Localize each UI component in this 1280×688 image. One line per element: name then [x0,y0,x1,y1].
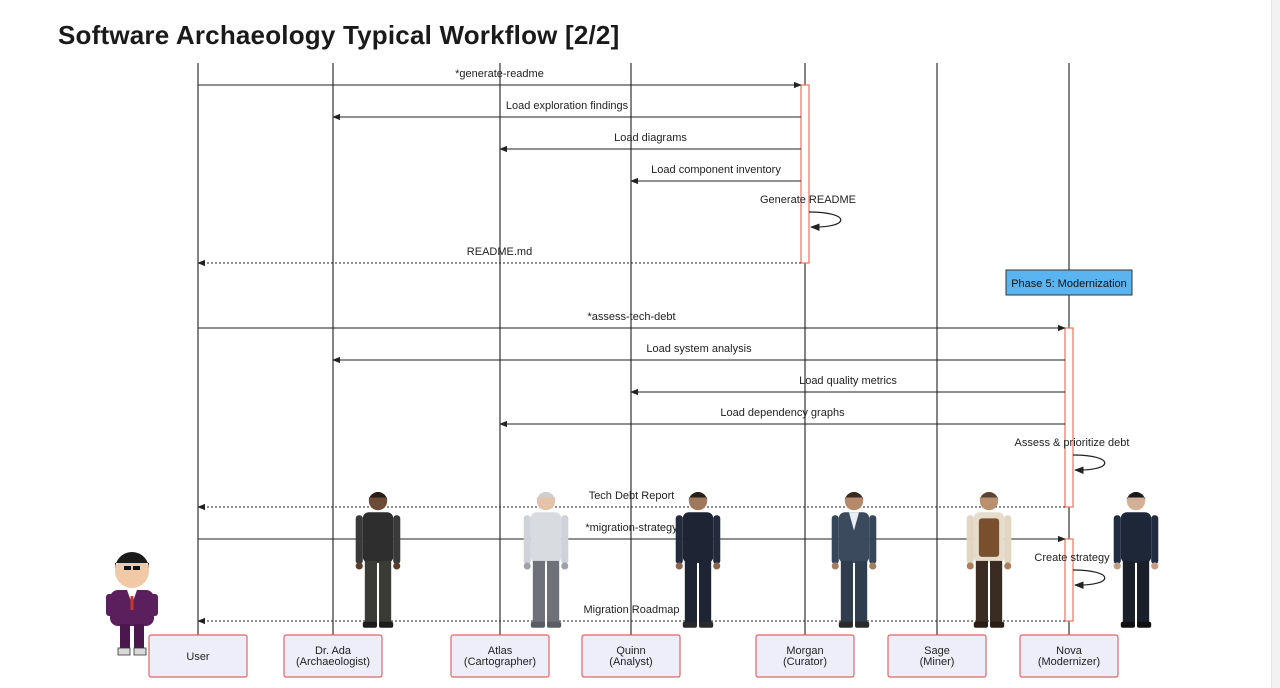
miner-figure [966,492,1012,628]
activation-bar-morgan [800,84,810,264]
message-5: Generate README [760,194,856,232]
message-label: *assess-tech-debt [587,311,675,323]
message-7: *assess-tech-debt [198,311,1066,332]
message-13: *migration-strategy [198,522,1066,543]
message-label: *generate-readme [455,68,544,80]
message-8: Load system analysis [332,343,1065,364]
participant-box [581,634,681,678]
message-label: Load component inventory [651,164,781,176]
participant-role: (Analyst) [609,656,652,668]
avatars [106,492,1159,656]
message-label: Migration Roadmap [584,604,680,616]
participant-box [283,634,383,678]
participant-morgan[interactable]: Morgan(Curator) [755,634,855,678]
self-call-arrow [1072,454,1106,475]
participant-name: Quinn [616,645,645,657]
message-2: Load exploration findings [332,100,801,121]
messages: *generate-readme Load exploration finding… [197,68,1130,625]
participant-name: Dr. Ada [315,645,352,657]
participant-box [1019,634,1119,678]
participant-box [148,634,248,678]
message-label: Load diagrams [614,132,687,144]
message-label: Load exploration findings [506,100,629,112]
participant-name: User [186,651,210,663]
participant-boxes: User Dr. Ada(Archaeologist) Atlas(Cartogra… [148,634,1119,678]
participant-name: Morgan [786,645,823,657]
presenter-figure [106,552,158,656]
participant-box [887,634,987,678]
message-label: Tech Debt Report [589,490,675,502]
participant-name: Nova [1056,645,1083,657]
participant-role: (Modernizer) [1038,656,1100,668]
participant-name: Atlas [488,645,513,657]
message-label: Create strategy [1034,552,1110,564]
participant-name: Sage [924,645,950,657]
message-label: Load system analysis [646,343,752,355]
participant-ada[interactable]: Dr. Ada(Archaeologist) [283,634,383,678]
curator-figure [831,492,877,628]
message-label: Assess & prioritize debt [1015,437,1130,449]
participant-role: (Curator) [783,656,827,668]
self-call-arrow [808,211,842,232]
message-label: Load dependency graphs [720,407,845,419]
phase-note: Phase 5: Modernization [1005,269,1133,296]
message-12: Tech Debt Report [197,490,1065,511]
message-1: *generate-readme [198,68,802,89]
page-title: Software Archaeology Typical Workflow [2… [58,20,620,50]
participant-nova[interactable]: Nova(Modernizer) [1019,634,1119,678]
participant-role: (Archaeologist) [296,656,370,668]
participant-role: (Miner) [920,656,955,668]
phase-note-label: Phase 5: Modernization [1011,278,1127,290]
participant-atlas[interactable]: Atlas(Cartographer) [450,634,550,678]
activation-bars [800,84,1074,622]
phase-note-box [1005,269,1133,296]
message-14: Create strategy [1034,552,1110,590]
message-9: Load quality metrics [630,375,1065,396]
participant-sage[interactable]: Sage(Miner) [887,634,987,678]
message-label: Generate README [760,194,856,206]
self-call-arrow [1072,569,1106,590]
message-10: Load dependency graphs [499,407,1065,428]
message-11: Assess & prioritize debt [1015,437,1130,475]
message-label: Load quality metrics [799,375,897,387]
archaeologist-figure [355,492,401,628]
participant-box [450,634,550,678]
message-4: Load component inventory [630,164,801,185]
message-label: *migration-strategy [585,522,678,534]
participant-quinn[interactable]: Quinn(Analyst) [581,634,681,678]
vertical-scrollbar[interactable] [1271,0,1280,688]
participant-box [755,634,855,678]
message-15: Migration Roadmap [197,604,1065,625]
activation-bar-nova [1064,538,1074,622]
cartographer-figure [523,492,569,628]
participant-user[interactable]: User [148,634,248,678]
message-label: README.md [467,246,532,258]
analyst-figure [675,492,721,628]
modernizer-figure [1113,492,1159,628]
participant-role: (Cartographer) [464,656,536,668]
activation-bar-nova [1064,327,1074,508]
message-6: README.md [197,246,801,267]
message-3: Load diagrams [499,132,801,153]
